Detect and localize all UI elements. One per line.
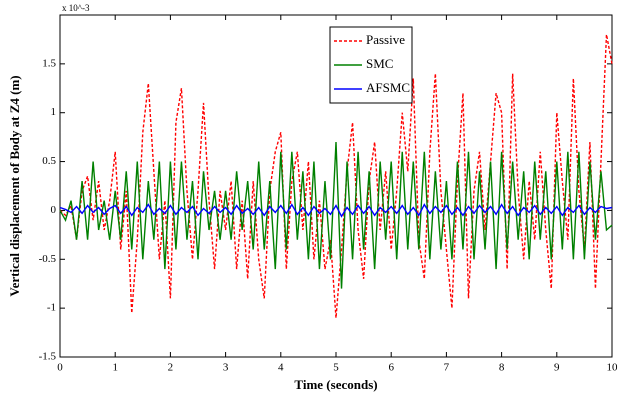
x-tick-label: 10 — [607, 362, 619, 374]
y-tick-label: -0.5 — [39, 253, 57, 265]
x-tick-label: 2 — [168, 362, 174, 374]
y-tick-label: 0 — [51, 204, 57, 216]
legend: Passive SMC AFSMC — [329, 26, 413, 104]
x-tick-label: 5 — [333, 362, 339, 374]
y-tick-label: 0.5 — [42, 155, 56, 167]
x-tick-label: 3 — [223, 362, 229, 374]
y-tick-label: 1 — [51, 106, 57, 118]
x-axis-label: Time (seconds) — [294, 377, 377, 392]
y-tick-label: 1.5 — [42, 57, 56, 69]
x-tick-label: 0 — [57, 362, 63, 374]
legend-label: SMC — [366, 56, 393, 71]
x-tick-label: 1 — [112, 362, 118, 374]
y-multiplier: x 10^-3 — [62, 3, 90, 13]
x-tick-label: 4 — [278, 362, 284, 374]
y-axis-label: Vertical displacement of Body at Z4 (m) — [7, 75, 22, 296]
x-tick-label: 6 — [388, 362, 394, 374]
y-tick-label: -1 — [47, 302, 56, 314]
x-tick-label: 8 — [499, 362, 505, 374]
series-line — [59, 203, 613, 218]
x-tick-label: 7 — [444, 362, 450, 374]
legend-label: Passive — [366, 32, 405, 47]
legend-label: AFSMC — [366, 80, 410, 95]
series-line — [59, 141, 613, 289]
y-tick-label: -1.5 — [39, 351, 57, 363]
x-tick-label: 9 — [554, 362, 560, 374]
